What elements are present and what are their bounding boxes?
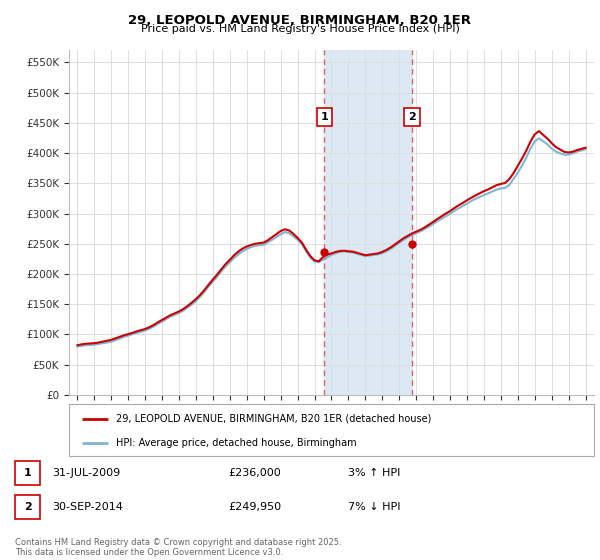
Text: 30-SEP-2014: 30-SEP-2014 — [52, 502, 123, 512]
Text: 7% ↓ HPI: 7% ↓ HPI — [348, 502, 401, 512]
Text: £236,000: £236,000 — [228, 468, 281, 478]
Text: HPI: Average price, detached house, Birmingham: HPI: Average price, detached house, Birm… — [116, 438, 357, 449]
Text: 1: 1 — [320, 112, 328, 122]
Text: 1: 1 — [24, 468, 31, 478]
Text: 31-JUL-2009: 31-JUL-2009 — [52, 468, 121, 478]
Text: 3% ↑ HPI: 3% ↑ HPI — [348, 468, 400, 478]
Text: 2: 2 — [408, 112, 416, 122]
Text: £249,950: £249,950 — [228, 502, 281, 512]
Text: Price paid vs. HM Land Registry's House Price Index (HPI): Price paid vs. HM Land Registry's House … — [140, 24, 460, 34]
Bar — [325, 50, 412, 395]
Text: Contains HM Land Registry data © Crown copyright and database right 2025.
This d: Contains HM Land Registry data © Crown c… — [15, 538, 341, 557]
Text: 29, LEOPOLD AVENUE, BIRMINGHAM, B20 1ER (detached house): 29, LEOPOLD AVENUE, BIRMINGHAM, B20 1ER … — [116, 414, 431, 424]
FancyBboxPatch shape — [69, 404, 594, 456]
Text: 29, LEOPOLD AVENUE, BIRMINGHAM, B20 1ER: 29, LEOPOLD AVENUE, BIRMINGHAM, B20 1ER — [128, 14, 472, 27]
Text: 2: 2 — [24, 502, 31, 512]
